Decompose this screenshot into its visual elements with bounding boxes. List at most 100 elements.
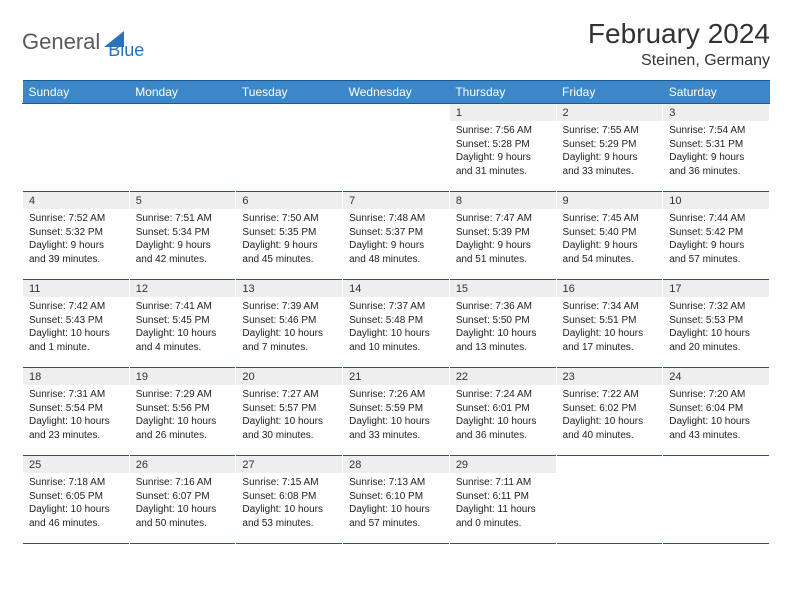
calendar-cell (23, 104, 130, 192)
day-body: Sunrise: 7:16 AMSunset: 6:07 PMDaylight:… (130, 473, 236, 543)
sunset-text: Sunset: 5:48 PM (349, 314, 443, 328)
day-number: 26 (130, 456, 236, 473)
sunset-text: Sunset: 5:34 PM (136, 226, 230, 240)
calendar-cell: 11Sunrise: 7:42 AMSunset: 5:43 PMDayligh… (23, 280, 130, 368)
day-number: 29 (450, 456, 556, 473)
daylight-text: Daylight: 9 hours and 48 minutes. (349, 239, 443, 266)
sunrise-text: Sunrise: 7:15 AM (242, 476, 336, 490)
day-number: 24 (663, 368, 769, 385)
day-body: Sunrise: 7:54 AMSunset: 5:31 PMDaylight:… (663, 121, 769, 191)
sunset-text: Sunset: 6:02 PM (563, 402, 657, 416)
day-header: Sunday (23, 81, 130, 104)
calendar-cell (556, 456, 663, 544)
sunrise-text: Sunrise: 7:42 AM (29, 300, 123, 314)
calendar-day-header-row: SundayMondayTuesdayWednesdayThursdayFrid… (23, 81, 770, 104)
calendar-cell: 6Sunrise: 7:50 AMSunset: 5:35 PMDaylight… (236, 192, 343, 280)
day-body: Sunrise: 7:47 AMSunset: 5:39 PMDaylight:… (450, 209, 556, 279)
calendar-cell: 5Sunrise: 7:51 AMSunset: 5:34 PMDaylight… (129, 192, 236, 280)
sunset-text: Sunset: 5:43 PM (29, 314, 123, 328)
day-number: 17 (663, 280, 769, 297)
calendar-cell: 17Sunrise: 7:32 AMSunset: 5:53 PMDayligh… (663, 280, 770, 368)
day-number: 27 (236, 456, 342, 473)
calendar-week-row: 18Sunrise: 7:31 AMSunset: 5:54 PMDayligh… (23, 368, 770, 456)
day-body: Sunrise: 7:15 AMSunset: 6:08 PMDaylight:… (236, 473, 342, 543)
daylight-text: Daylight: 10 hours and 40 minutes. (563, 415, 657, 442)
calendar-cell (129, 104, 236, 192)
calendar-table: SundayMondayTuesdayWednesdayThursdayFrid… (22, 80, 770, 544)
day-body: Sunrise: 7:48 AMSunset: 5:37 PMDaylight:… (343, 209, 449, 279)
day-number: 19 (130, 368, 236, 385)
calendar-cell: 16Sunrise: 7:34 AMSunset: 5:51 PMDayligh… (556, 280, 663, 368)
daylight-text: Daylight: 9 hours and 57 minutes. (669, 239, 763, 266)
sunset-text: Sunset: 5:57 PM (242, 402, 336, 416)
day-header: Thursday (449, 81, 556, 104)
calendar-cell: 20Sunrise: 7:27 AMSunset: 5:57 PMDayligh… (236, 368, 343, 456)
logo: General Blue (22, 22, 144, 61)
day-number: 10 (663, 192, 769, 209)
daylight-text: Daylight: 9 hours and 42 minutes. (136, 239, 230, 266)
calendar-cell: 18Sunrise: 7:31 AMSunset: 5:54 PMDayligh… (23, 368, 130, 456)
sunrise-text: Sunrise: 7:24 AM (456, 388, 550, 402)
day-body: Sunrise: 7:32 AMSunset: 5:53 PMDaylight:… (663, 297, 769, 367)
logo-text-blue: Blue (108, 40, 144, 61)
location-label: Steinen, Germany (588, 52, 770, 70)
day-body: Sunrise: 7:27 AMSunset: 5:57 PMDaylight:… (236, 385, 342, 455)
day-number: 20 (236, 368, 342, 385)
calendar-cell: 28Sunrise: 7:13 AMSunset: 6:10 PMDayligh… (343, 456, 450, 544)
sunrise-text: Sunrise: 7:11 AM (456, 476, 550, 490)
calendar-cell: 24Sunrise: 7:20 AMSunset: 6:04 PMDayligh… (663, 368, 770, 456)
day-number: 3 (663, 104, 769, 121)
day-number: 1 (450, 104, 556, 121)
calendar-cell: 25Sunrise: 7:18 AMSunset: 6:05 PMDayligh… (23, 456, 130, 544)
title-block: February 2024 Steinen, Germany (588, 18, 770, 70)
day-number: 7 (343, 192, 449, 209)
sunset-text: Sunset: 5:50 PM (456, 314, 550, 328)
sunset-text: Sunset: 6:08 PM (242, 490, 336, 504)
sunrise-text: Sunrise: 7:36 AM (456, 300, 550, 314)
sunrise-text: Sunrise: 7:27 AM (242, 388, 336, 402)
daylight-text: Daylight: 10 hours and 33 minutes. (349, 415, 443, 442)
sunrise-text: Sunrise: 7:31 AM (29, 388, 123, 402)
calendar-cell: 29Sunrise: 7:11 AMSunset: 6:11 PMDayligh… (449, 456, 556, 544)
day-header: Saturday (663, 81, 770, 104)
day-number: 18 (23, 368, 129, 385)
day-body: Sunrise: 7:22 AMSunset: 6:02 PMDaylight:… (557, 385, 663, 455)
sunrise-text: Sunrise: 7:45 AM (563, 212, 657, 226)
day-body: Sunrise: 7:11 AMSunset: 6:11 PMDaylight:… (450, 473, 556, 543)
calendar-cell: 15Sunrise: 7:36 AMSunset: 5:50 PMDayligh… (449, 280, 556, 368)
daylight-text: Daylight: 10 hours and 30 minutes. (242, 415, 336, 442)
sunrise-text: Sunrise: 7:47 AM (456, 212, 550, 226)
calendar-week-row: 4Sunrise: 7:52 AMSunset: 5:32 PMDaylight… (23, 192, 770, 280)
day-body: Sunrise: 7:18 AMSunset: 6:05 PMDaylight:… (23, 473, 129, 543)
day-body: Sunrise: 7:51 AMSunset: 5:34 PMDaylight:… (130, 209, 236, 279)
sunrise-text: Sunrise: 7:55 AM (563, 124, 657, 138)
daylight-text: Daylight: 9 hours and 45 minutes. (242, 239, 336, 266)
daylight-text: Daylight: 10 hours and 7 minutes. (242, 327, 336, 354)
daylight-text: Daylight: 10 hours and 13 minutes. (456, 327, 550, 354)
sunset-text: Sunset: 5:51 PM (563, 314, 657, 328)
day-number: 8 (450, 192, 556, 209)
calendar-week-row: 25Sunrise: 7:18 AMSunset: 6:05 PMDayligh… (23, 456, 770, 544)
sunrise-text: Sunrise: 7:56 AM (456, 124, 550, 138)
daylight-text: Daylight: 10 hours and 26 minutes. (136, 415, 230, 442)
day-number: 21 (343, 368, 449, 385)
sunset-text: Sunset: 5:42 PM (669, 226, 763, 240)
day-number: 22 (450, 368, 556, 385)
day-number: 4 (23, 192, 129, 209)
sunrise-text: Sunrise: 7:26 AM (349, 388, 443, 402)
daylight-text: Daylight: 10 hours and 23 minutes. (29, 415, 123, 442)
day-body: Sunrise: 7:55 AMSunset: 5:29 PMDaylight:… (557, 121, 663, 191)
day-number: 28 (343, 456, 449, 473)
day-number: 14 (343, 280, 449, 297)
daylight-text: Daylight: 10 hours and 20 minutes. (669, 327, 763, 354)
daylight-text: Daylight: 9 hours and 36 minutes. (669, 151, 763, 178)
calendar-cell: 23Sunrise: 7:22 AMSunset: 6:02 PMDayligh… (556, 368, 663, 456)
daylight-text: Daylight: 10 hours and 50 minutes. (136, 503, 230, 530)
day-body: Sunrise: 7:26 AMSunset: 5:59 PMDaylight:… (343, 385, 449, 455)
day-number: 9 (557, 192, 663, 209)
day-body: Sunrise: 7:13 AMSunset: 6:10 PMDaylight:… (343, 473, 449, 543)
day-body: Sunrise: 7:20 AMSunset: 6:04 PMDaylight:… (663, 385, 769, 455)
daylight-text: Daylight: 10 hours and 43 minutes. (669, 415, 763, 442)
daylight-text: Daylight: 10 hours and 57 minutes. (349, 503, 443, 530)
day-body: Sunrise: 7:41 AMSunset: 5:45 PMDaylight:… (130, 297, 236, 367)
